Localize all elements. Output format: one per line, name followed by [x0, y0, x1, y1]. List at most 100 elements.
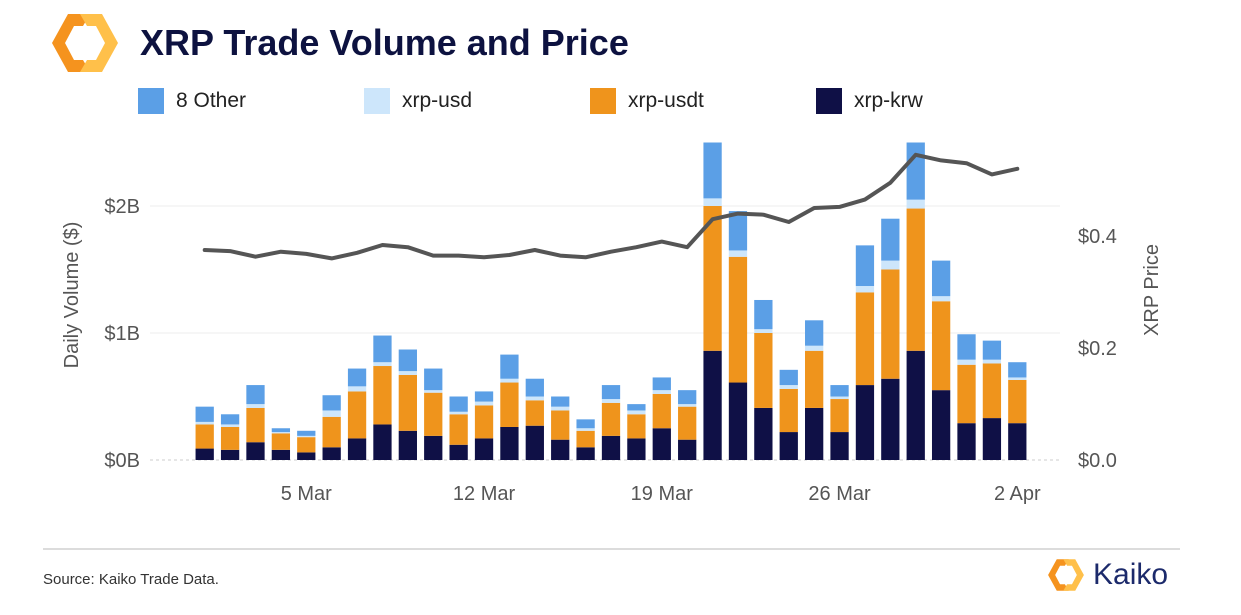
bar-xrp-usdt [830, 399, 849, 433]
chart-price-line [202, 152, 1020, 261]
bar-8-other [551, 396, 570, 407]
bar-xrp-usd [855, 286, 875, 293]
bar-xrp-usd [957, 359, 976, 365]
bar-8-other [931, 260, 951, 297]
bar-8-other [246, 385, 265, 405]
kaiko-logo-icon [50, 12, 120, 79]
bar-xrp-usdt [551, 410, 570, 440]
bar-8-other [424, 368, 443, 391]
bar-xrp-usd [652, 390, 671, 394]
bar-xrp-usdt [424, 392, 443, 436]
legend-label-xrp-usdt: xrp-usdt [628, 89, 704, 112]
x-tick-label: 5 Mar [281, 483, 332, 505]
bar-xrp-usdt [576, 430, 595, 448]
bar-xrp-krw [855, 385, 875, 460]
bar-xrp-krw [728, 382, 748, 460]
bar-xrp-usd [322, 410, 341, 417]
bar-xrp-krw [373, 424, 392, 460]
bar-8-other [703, 142, 722, 199]
bar-xrp-krw [525, 425, 544, 460]
legend-item-xrp-krw: xrp-krw [816, 88, 923, 114]
bar-xrp-usd [195, 421, 214, 425]
legend-item-xrp-usdt: xrp-usdt [590, 88, 704, 114]
bar-xrp-usdt [678, 406, 697, 440]
bar-xrp-usdt [322, 416, 341, 448]
bar-xrp-krw [1008, 423, 1027, 460]
bar-xrp-usd [297, 435, 316, 438]
bar-xrp-usdt [779, 388, 798, 433]
bar-xrp-usd [931, 296, 951, 302]
bar-xrp-krw [347, 438, 367, 460]
bar-xrp-krw [906, 350, 925, 460]
bar-8-other [982, 340, 1002, 360]
bar-xrp-krw [398, 430, 417, 460]
legend-swatch-xrp-krw [816, 88, 842, 114]
bar-xrp-krw [678, 439, 697, 460]
bar-xrp-usd [449, 411, 468, 415]
x-tick-label: 12 Mar [453, 483, 516, 505]
bar-xrp-usd [347, 386, 367, 392]
chart-bars [195, 142, 1027, 460]
bar-xrp-usd [627, 410, 646, 415]
footer-divider [43, 548, 1180, 550]
y-axis-title: Daily Volume ($) [61, 222, 83, 369]
bar-8-other [322, 395, 341, 411]
bar-xrp-krw [246, 442, 265, 460]
bar-8-other [805, 320, 824, 346]
bar-xrp-usd [220, 424, 240, 427]
bar-xrp-krw [449, 444, 468, 460]
bar-8-other [1008, 362, 1027, 378]
bar-8-other [195, 406, 214, 422]
bar-xrp-usd [474, 401, 494, 406]
y-tick-label: $2B [104, 196, 140, 218]
bar-xrp-usdt [500, 382, 519, 427]
bar-xrp-usdt [373, 366, 392, 425]
bar-xrp-usdt [627, 414, 646, 439]
bar-8-other [220, 414, 240, 425]
bar-xrp-usdt [906, 208, 925, 351]
footer-brand: Kaiko [1047, 558, 1168, 592]
bar-8-other [525, 378, 544, 397]
bar-xrp-usdt [601, 402, 621, 436]
logo-right-half [80, 14, 118, 72]
bar-xrp-krw [957, 423, 976, 460]
bar-xrp-usd [805, 345, 824, 351]
bar-xrp-usd [881, 260, 900, 270]
logo-left-half [52, 14, 90, 72]
bar-xrp-krw [576, 447, 595, 460]
y-tick-label: $0B [104, 450, 140, 472]
bar-8-other [398, 349, 417, 372]
bar-xrp-usdt [855, 292, 875, 386]
bar-xrp-krw [931, 390, 951, 460]
bar-8-other [728, 211, 748, 251]
price-line [202, 152, 1020, 261]
bar-xrp-usd [678, 404, 697, 407]
bar-xrp-krw [779, 432, 798, 460]
bar-xrp-usdt [398, 374, 417, 431]
bar-xrp-usd [246, 404, 265, 408]
bar-xrp-krw [424, 435, 443, 460]
legend-label-xrp-usd: xrp-usd [402, 89, 473, 112]
legend-swatch-xrp-usd [364, 88, 390, 114]
bar-xrp-usdt [652, 393, 671, 429]
bar-8-other [881, 218, 900, 261]
bar-xrp-krw [830, 432, 849, 460]
bar-xrp-usdt [449, 414, 468, 445]
y2-axis-title: XRP Price [1141, 244, 1163, 336]
bar-xrp-usd [576, 428, 595, 431]
bar-xrp-krw [220, 449, 240, 460]
bar-8-other [347, 368, 367, 387]
bar-8-other [271, 428, 291, 433]
bar-xrp-krw [652, 428, 671, 460]
legend-item-other: 8 Other [138, 88, 246, 114]
bar-xrp-krw [703, 350, 722, 460]
kaiko-brand-icon [1048, 559, 1084, 591]
bar-xrp-krw [195, 448, 214, 460]
bar-8-other [297, 430, 316, 436]
bar-xrp-krw [805, 407, 824, 460]
x-tick-label: 2 Apr [994, 483, 1041, 505]
bar-xrp-usd [982, 359, 1002, 364]
legend-label-other: 8 Other [176, 89, 247, 112]
bar-xrp-usd [728, 250, 748, 257]
bar-xrp-usdt [805, 350, 824, 408]
